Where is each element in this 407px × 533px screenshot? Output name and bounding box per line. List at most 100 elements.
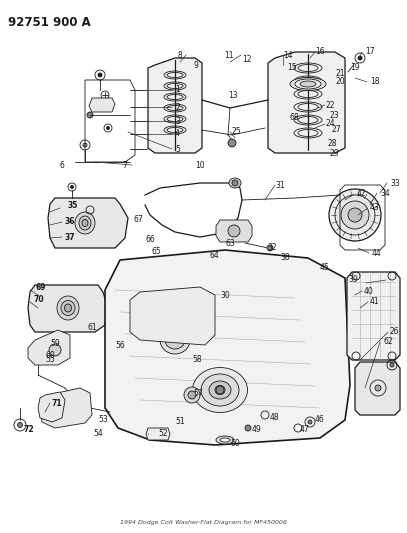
Circle shape <box>49 344 61 356</box>
Ellipse shape <box>209 381 231 399</box>
Ellipse shape <box>216 436 234 444</box>
Text: 72: 72 <box>23 425 34 434</box>
Text: 69: 69 <box>35 284 46 293</box>
Ellipse shape <box>335 195 375 235</box>
Polygon shape <box>146 428 170 440</box>
Ellipse shape <box>329 189 381 241</box>
Ellipse shape <box>348 208 362 222</box>
Polygon shape <box>105 250 350 445</box>
Text: 2: 2 <box>175 102 180 111</box>
Circle shape <box>98 73 102 77</box>
Text: 20: 20 <box>335 77 345 86</box>
Polygon shape <box>40 388 92 428</box>
Text: 65: 65 <box>152 247 162 256</box>
Text: 1994 Dodge Colt Washer-Flat Diagram for MF450006: 1994 Dodge Colt Washer-Flat Diagram for … <box>120 520 287 525</box>
Text: 47: 47 <box>300 425 310 434</box>
Text: 9: 9 <box>193 61 198 69</box>
Text: 4: 4 <box>175 130 180 139</box>
Text: 70: 70 <box>33 295 44 304</box>
Text: 68: 68 <box>289 114 299 123</box>
Text: 29: 29 <box>330 149 339 157</box>
Text: 33: 33 <box>390 179 400 188</box>
Text: 63: 63 <box>225 238 235 247</box>
Text: 64: 64 <box>210 251 220 260</box>
Text: 18: 18 <box>370 77 379 86</box>
Ellipse shape <box>220 438 230 442</box>
Text: 55: 55 <box>45 356 55 365</box>
Text: 10: 10 <box>195 160 205 169</box>
Text: 13: 13 <box>228 91 238 100</box>
Text: 49: 49 <box>252 425 262 434</box>
Ellipse shape <box>61 301 75 316</box>
Circle shape <box>267 245 273 251</box>
Text: 66: 66 <box>145 236 155 245</box>
Circle shape <box>70 185 74 189</box>
Text: 52: 52 <box>158 429 168 438</box>
Ellipse shape <box>300 81 316 87</box>
Ellipse shape <box>57 296 79 320</box>
Circle shape <box>18 423 22 427</box>
Text: 24: 24 <box>325 119 335 128</box>
Text: 7: 7 <box>122 160 127 169</box>
Polygon shape <box>38 392 65 422</box>
Circle shape <box>184 387 200 403</box>
Circle shape <box>107 126 109 130</box>
Ellipse shape <box>64 304 72 312</box>
Polygon shape <box>347 272 400 360</box>
Circle shape <box>308 420 312 424</box>
Text: 48: 48 <box>270 414 280 423</box>
Circle shape <box>87 112 93 118</box>
Text: 67: 67 <box>133 215 143 224</box>
Text: 1: 1 <box>175 85 180 94</box>
Text: 19: 19 <box>350 63 360 72</box>
Text: 16: 16 <box>315 47 325 56</box>
Text: 61: 61 <box>87 322 96 332</box>
Text: 30: 30 <box>220 290 230 300</box>
Circle shape <box>228 225 240 237</box>
Polygon shape <box>216 220 252 242</box>
Text: 92751 900 A: 92751 900 A <box>8 16 91 29</box>
Circle shape <box>228 139 236 147</box>
Text: 26: 26 <box>390 327 400 336</box>
Ellipse shape <box>295 79 321 89</box>
Ellipse shape <box>75 212 95 234</box>
Text: 3: 3 <box>175 117 180 125</box>
Text: 6: 6 <box>60 160 65 169</box>
Circle shape <box>83 143 87 147</box>
Text: 51: 51 <box>175 417 185 426</box>
Circle shape <box>216 386 224 394</box>
Text: 50: 50 <box>230 439 240 448</box>
Polygon shape <box>268 52 345 153</box>
Text: 38: 38 <box>280 254 290 262</box>
Text: 35: 35 <box>68 201 79 211</box>
Polygon shape <box>148 58 202 153</box>
Polygon shape <box>89 98 115 112</box>
Text: 53: 53 <box>98 416 108 424</box>
Text: 37: 37 <box>65 232 76 241</box>
Text: 8: 8 <box>178 51 183 60</box>
Text: 56: 56 <box>115 342 125 351</box>
Circle shape <box>375 385 381 391</box>
Text: 25: 25 <box>232 127 242 136</box>
Text: 34: 34 <box>380 189 390 198</box>
Text: 23: 23 <box>330 110 339 119</box>
Polygon shape <box>48 198 128 248</box>
Text: 40: 40 <box>364 287 374 295</box>
Text: 14: 14 <box>283 51 293 60</box>
Ellipse shape <box>215 385 225 394</box>
Text: 28: 28 <box>327 139 337 148</box>
Circle shape <box>358 56 362 60</box>
Text: 15: 15 <box>287 62 297 71</box>
Text: 36: 36 <box>65 217 76 227</box>
Text: 21: 21 <box>335 69 344 77</box>
Text: 45: 45 <box>320 263 330 272</box>
Text: 71: 71 <box>52 399 63 408</box>
Ellipse shape <box>201 374 239 406</box>
Text: 60: 60 <box>45 351 55 359</box>
Text: 59: 59 <box>50 338 60 348</box>
Ellipse shape <box>341 201 369 229</box>
Ellipse shape <box>79 216 91 230</box>
Circle shape <box>188 391 196 399</box>
Text: 12: 12 <box>242 55 252 64</box>
Text: 39: 39 <box>348 276 358 285</box>
